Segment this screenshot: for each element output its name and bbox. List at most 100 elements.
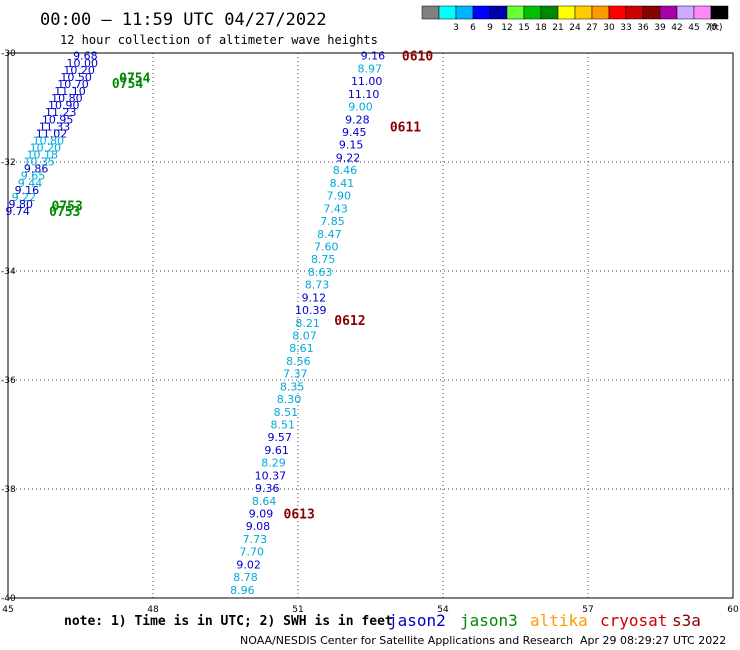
main-track-value: 11.00	[351, 75, 383, 88]
west-track-value: 9.44	[18, 177, 43, 190]
satellite-jason3: jason3	[460, 611, 518, 630]
pass-label: 0753	[52, 200, 83, 215]
legend-swatch	[591, 5, 610, 20]
main-track-value: 8.07	[292, 329, 317, 342]
west-track-value: 9.16	[15, 184, 40, 197]
main-track-value: 8.51	[274, 406, 299, 419]
legend-tick-label: 42	[671, 23, 682, 33]
satellite-cryosat: cryosat	[600, 611, 667, 630]
west-track-value: 10.18	[27, 149, 59, 162]
west-track-value: 9.22	[12, 191, 37, 204]
west-track-value: 11.23	[45, 106, 77, 119]
main-track-value: 9.08	[246, 520, 271, 533]
legend-tick-label: 45	[688, 23, 699, 33]
main-track-value: 9.45	[342, 126, 367, 139]
legend-swatch	[455, 5, 474, 20]
west-track-value: 11.33	[39, 120, 71, 133]
y-tick-label: -38	[1, 485, 16, 495]
legend-swatch	[710, 5, 729, 20]
main-track-value: 9.57	[267, 431, 292, 444]
footer-credit: NOAA/NESDIS Center for Satellite Applica…	[240, 634, 573, 647]
main-track-value: 10.37	[255, 469, 287, 482]
west-track-value: 10.20	[63, 64, 95, 77]
legend-tick-label: 9	[487, 23, 493, 33]
main-track-value: 7.60	[314, 240, 339, 253]
x-tick-label: 54	[437, 605, 449, 615]
legend-tick-label: 36	[637, 23, 649, 33]
main-track-value: 9.09	[249, 508, 274, 521]
footer-note: note: 1) Time is in UTC; 2) SWH is in fe…	[64, 614, 393, 629]
y-tick-label: -30	[1, 49, 16, 59]
west-track-value: 10.35	[23, 156, 55, 169]
legend-swatch	[693, 5, 712, 20]
legend-swatch	[438, 5, 457, 20]
main-track-value: 8.29	[261, 457, 286, 470]
legend-tick-label: 3	[453, 23, 459, 33]
legend-tick-label: 33	[620, 23, 631, 33]
legend-swatch	[523, 5, 542, 20]
main-track-value: 9.02	[236, 558, 261, 571]
main-track-value: 9.22	[336, 151, 361, 164]
west-track-value: 10.80	[33, 134, 65, 147]
y-tick-label: -40	[1, 594, 16, 604]
main-track-value: 7.85	[320, 215, 345, 228]
legend-swatch	[421, 5, 440, 20]
legend-tick-label: 18	[535, 23, 547, 33]
x-tick-label: 57	[582, 605, 593, 615]
west-track-value: 11.10	[54, 85, 86, 98]
main-track-value: 8.64	[252, 495, 277, 508]
pass-label: 0754	[112, 77, 143, 92]
legend-swatch	[676, 5, 695, 20]
x-tick-label: 48	[147, 605, 159, 615]
west-track-value: 9.68	[73, 50, 98, 63]
graticule	[8, 53, 733, 598]
x-tick-label: 45	[2, 605, 13, 615]
satellite-s3a: s3a	[672, 611, 701, 630]
satellite-altika: altika	[530, 611, 588, 630]
main-track-value: 9.15	[339, 139, 364, 152]
legend-tick-label: 15	[518, 23, 529, 33]
west-track-value: 9.65	[21, 170, 46, 183]
y-tick-label: -36	[1, 376, 16, 386]
legend-tick-label: 24	[569, 23, 581, 33]
footer-timestamp: Apr 29 08:29:27 UTC 2022	[580, 634, 726, 647]
main-track-value: 8.96	[230, 584, 255, 597]
legend-swatch	[557, 5, 576, 20]
main-track-value: 8.73	[305, 279, 330, 292]
west-track-value: 10.20	[30, 142, 62, 155]
legend-tick-label: 39	[654, 23, 666, 33]
main-track-value: 8.63	[308, 266, 333, 279]
main-track-value: 9.00	[348, 101, 373, 114]
pass-label: 0613	[284, 508, 315, 523]
main-track-value: 9.61	[264, 444, 289, 457]
west-track-value: 10.00	[67, 57, 99, 70]
main-track-value: 9.36	[255, 482, 280, 495]
main-track-value: 8.47	[317, 228, 342, 241]
main-track-value: 9.16	[361, 50, 386, 63]
main-track-value: 10.39	[295, 304, 327, 317]
legend-swatch	[506, 5, 525, 20]
main-track-value: 7.37	[283, 368, 308, 381]
legend-swatch	[625, 5, 644, 20]
main-track-value: 8.51	[271, 419, 296, 432]
legend-tick-label: 12	[501, 23, 512, 33]
main-track-value: 7.70	[239, 546, 264, 559]
west-track-value: 9.86	[24, 163, 49, 176]
west-track-value: 9.74	[5, 205, 30, 218]
pass-label: 0611	[390, 121, 421, 136]
legend-tick-label: 30	[603, 23, 615, 33]
satellite-legend: jason2 jason3 altika cryosat s3a	[388, 611, 701, 630]
west-track-value: 10.50	[60, 71, 92, 84]
legend-tick-label: 27	[586, 23, 597, 33]
legend-tick-label: 70	[705, 23, 717, 33]
legend-swatch	[608, 5, 627, 20]
pass-label: 0753	[49, 205, 80, 220]
main-track-value: 8.97	[358, 62, 383, 75]
main-track-value: 8.46	[333, 164, 358, 177]
main-track-value: 8.41	[330, 177, 355, 190]
map-title: 00:00 – 11:59 UTC 04/27/2022	[40, 10, 327, 30]
main-track-value: 8.30	[277, 393, 302, 406]
satellite-jason2: jason2	[388, 611, 446, 630]
legend-swatch	[659, 5, 678, 20]
